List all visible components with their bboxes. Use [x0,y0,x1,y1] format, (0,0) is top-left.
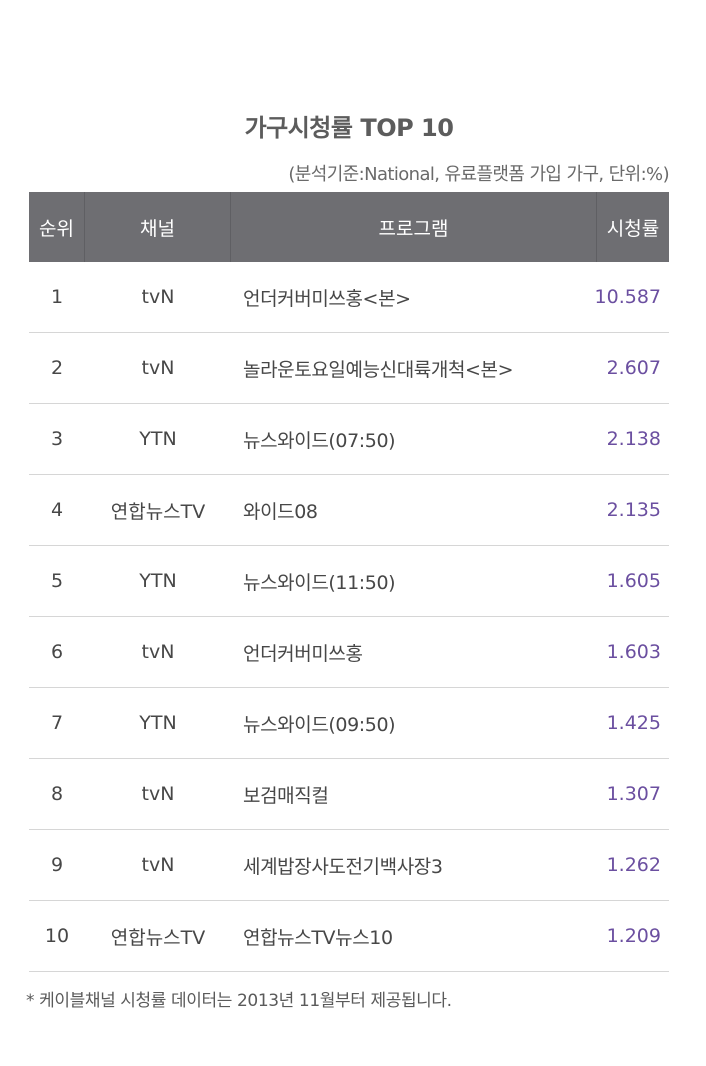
rating-cell: 1.425 [606,712,661,734]
header-rank: 순위 [29,192,85,262]
channel-cell: tvN [141,641,175,663]
rating-cell: 2.135 [606,499,661,521]
rank-cell: 3 [50,428,64,450]
program-cell: 놀라운토요일예능신대륙개척<본> [243,358,514,381]
rating-cell: 2.607 [606,357,661,379]
header-channel: 채널 [85,192,231,262]
program-cell: 뉴스와이드(11:50) [243,571,396,594]
rank-cell: 5 [50,570,64,592]
page-title: 가구시청률 TOP 10 [244,114,454,142]
rating-cell: 10.587 [594,286,661,308]
rating-cell: 1.603 [606,641,661,663]
rank-cell: 10 [44,925,70,947]
program-cell: 언더커버미쓰홍 [243,642,363,665]
channel-cell: tvN [141,286,175,308]
channel-cell: YTN [139,570,177,592]
program-cell: 뉴스와이드(09:50) [243,713,396,736]
rank-cell: 2 [50,357,64,379]
rank-cell: 7 [50,712,64,734]
table-row: 7 YTN 뉴스와이드(09:50) 1.425 [29,688,669,759]
analysis-basis-note: (분석기준:National, 유료플랫폼 가입 가구, 단위:%) [288,164,669,185]
channel-cell: YTN [139,428,177,450]
rank-cell: 8 [50,783,64,805]
rating-cell: 1.209 [606,925,661,947]
channel-cell: tvN [141,357,175,379]
program-cell: 연합뉴스TV뉴스10 [243,926,393,949]
table-row: 6 tvN 언더커버미쓰홍 1.603 [29,617,669,688]
table-row: 8 tvN 보검매직컬 1.307 [29,759,669,830]
ratings-table: 순위 채널 프로그램 시청률 1 tvN 언더커버미쓰홍<본> 10.587 2… [29,192,669,972]
channel-cell: 연합뉴스TV [110,926,206,949]
table-row: 2 tvN 놀라운토요일예능신대륙개척<본> 2.607 [29,333,669,404]
channel-cell: YTN [139,712,177,734]
rank-cell: 1 [50,286,64,308]
program-cell: 보검매직컬 [243,784,329,807]
channel-cell: 연합뉴스TV [110,500,206,523]
rating-cell: 1.605 [606,570,661,592]
channel-cell: tvN [141,783,175,805]
table-header: 순위 채널 프로그램 시청률 [29,192,669,262]
rating-cell: 1.262 [606,854,661,876]
table-row: 1 tvN 언더커버미쓰홍<본> 10.587 [29,262,669,333]
table-row: 4 연합뉴스TV 와이드08 2.135 [29,475,669,546]
table-row: 10 연합뉴스TV 연합뉴스TV뉴스10 1.209 [29,901,669,972]
footnote: * 케이블채널 시청률 데이터는 2013년 11월부터 제공됩니다. [26,991,452,1011]
table-row: 9 tvN 세계밥장사도전기백사장3 1.262 [29,830,669,901]
rank-cell: 6 [50,641,64,663]
table-row: 3 YTN 뉴스와이드(07:50) 2.138 [29,404,669,475]
table-row: 5 YTN 뉴스와이드(11:50) 1.605 [29,546,669,617]
rank-cell: 9 [50,854,64,876]
rating-cell: 2.138 [606,428,661,450]
rating-cell: 1.307 [606,783,661,805]
rank-cell: 4 [50,499,64,521]
program-cell: 와이드08 [243,500,318,523]
header-rating: 시청률 [606,217,660,240]
program-cell: 언더커버미쓰홍<본> [243,287,411,310]
header-program: 프로그램 [231,192,597,262]
program-cell: 세계밥장사도전기백사장3 [243,855,443,878]
channel-cell: tvN [141,854,175,876]
program-cell: 뉴스와이드(07:50) [243,429,396,452]
